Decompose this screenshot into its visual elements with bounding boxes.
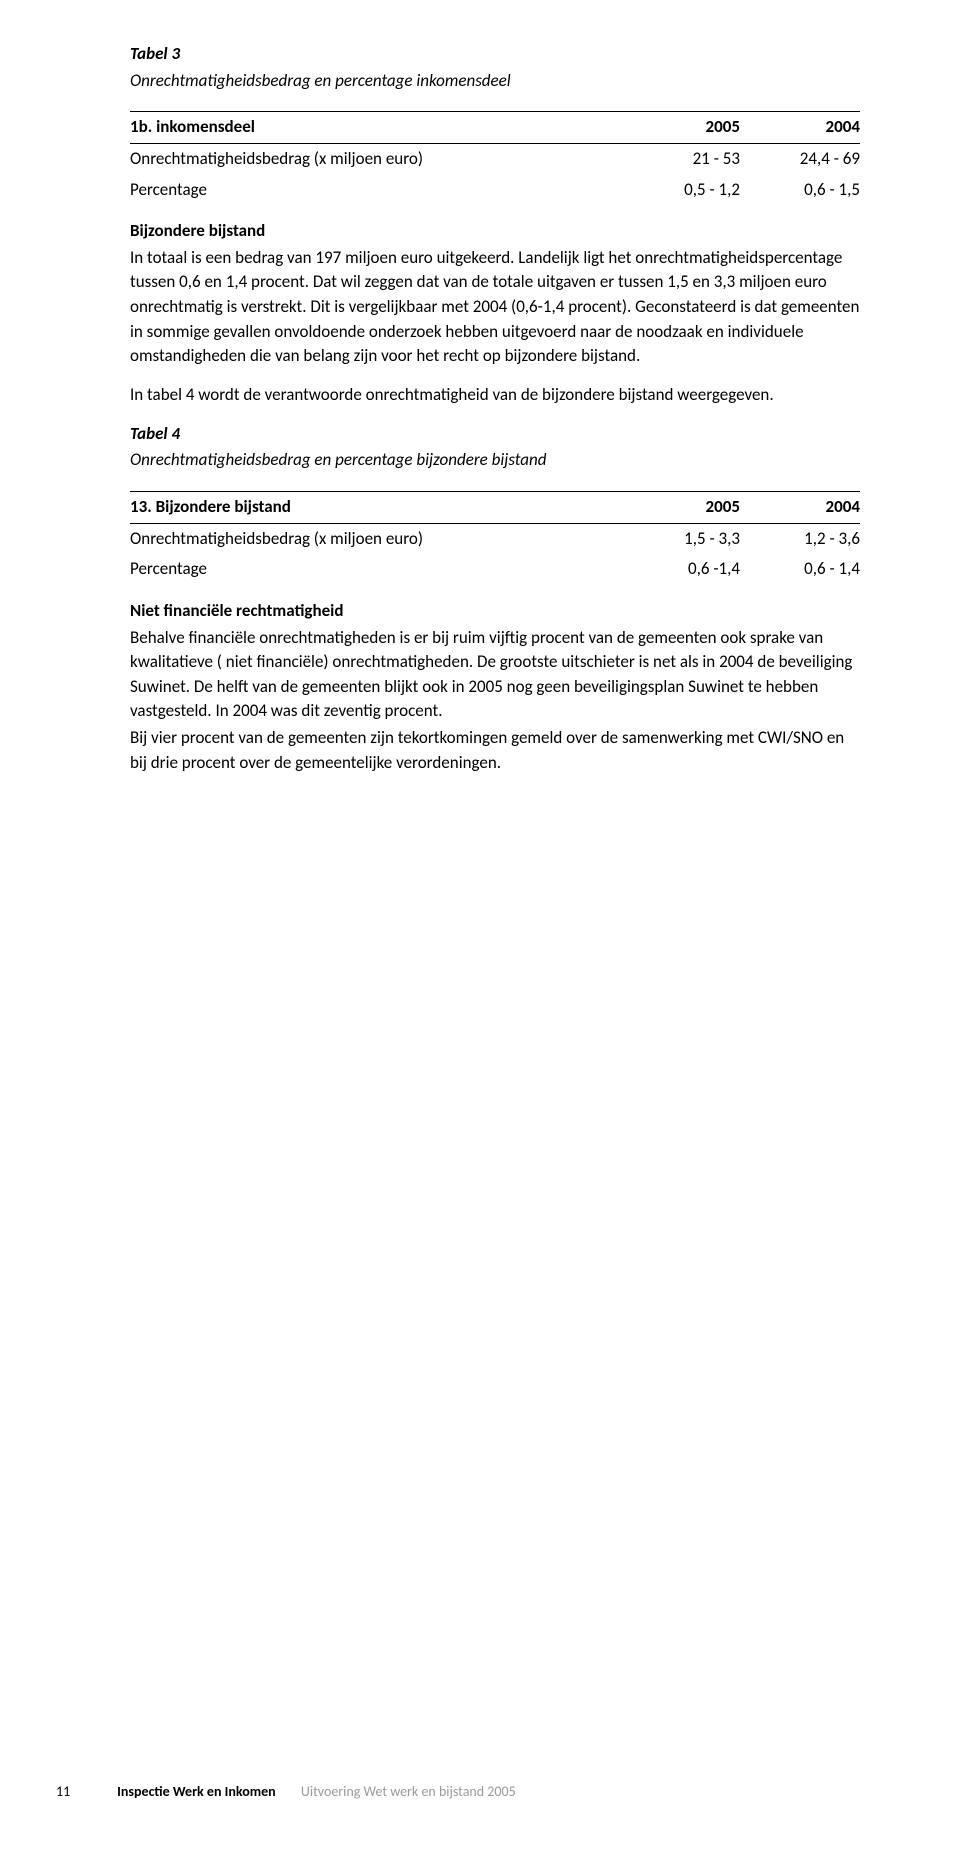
page-number: 11 [56, 1782, 114, 1802]
table-header-2005: 2005 [620, 112, 740, 143]
table-cell-2004: 0,6 - 1,5 [740, 175, 860, 206]
table-cell-2004: 0,6 - 1,4 [740, 554, 860, 585]
table-cell-2005: 1,5 - 3,3 [620, 524, 740, 555]
table-cell-2005: 0,5 - 1,2 [620, 175, 740, 206]
tabel4-title: Tabel 4 [130, 422, 860, 447]
table-header-2004: 2004 [740, 492, 860, 523]
table-header-label: 1b. inkomensdeel [130, 112, 620, 143]
footer-org: Inspectie Werk en Inkomen [117, 1783, 276, 1800]
table-cell-2004: 24,4 - 69 [740, 144, 860, 175]
table-header-row: 13. Bijzondere bijstand 2005 2004 [130, 492, 860, 523]
table-cell-label: Percentage [130, 554, 620, 585]
table-cell-label: Onrechtmatigheidsbedrag (x miljoen euro) [130, 524, 620, 555]
heading-niet-financiele: Niet financiële rechtmatigheid [130, 599, 860, 624]
table-cell-2005: 0,6 -1,4 [620, 554, 740, 585]
tabel3-subtitle: Onrechtmatigheidsbedrag en percentage in… [130, 69, 860, 94]
tabel3: 1b. inkomensdeel 2005 2004 Onrechtmatigh… [130, 111, 860, 205]
table-cell-label: Percentage [130, 175, 620, 206]
table-header-label: 13. Bijzondere bijstand [130, 492, 620, 523]
body-paragraph-2: In tabel 4 wordt de verantwoorde onrecht… [130, 383, 860, 408]
body-paragraph-1: In totaal is een bedrag van 197 miljoen … [130, 246, 860, 369]
table-row: Onrechtmatigheidsbedrag (x miljoen euro)… [130, 144, 860, 175]
heading-bijzondere-bijstand: Bijzondere bijstand [130, 219, 860, 244]
table-cell-label: Onrechtmatigheidsbedrag (x miljoen euro) [130, 144, 620, 175]
table-header-row: 1b. inkomensdeel 2005 2004 [130, 112, 860, 143]
table-row: Percentage 0,6 -1,4 0,6 - 1,4 [130, 554, 860, 585]
table-row: Onrechtmatigheidsbedrag (x miljoen euro)… [130, 524, 860, 555]
tabel3-title: Tabel 3 [130, 42, 860, 67]
table-row: Percentage 0,5 - 1,2 0,6 - 1,5 [130, 175, 860, 206]
tabel4-subtitle: Onrechtmatigheidsbedrag en percentage bi… [130, 448, 860, 473]
table-cell-2004: 1,2 - 3,6 [740, 524, 860, 555]
page-footer: 11 Inspectie Werk en Inkomen Uitvoering … [0, 1782, 960, 1802]
footer-doc-title: Uitvoering Wet werk en bijstand 2005 [301, 1783, 516, 1800]
table-header-2004: 2004 [740, 112, 860, 143]
tabel4: 13. Bijzondere bijstand 2005 2004 Onrech… [130, 491, 860, 585]
body-paragraph-4: Bij vier procent van de gemeenten zijn t… [130, 726, 860, 775]
table-header-2005: 2005 [620, 492, 740, 523]
body-paragraph-3: Behalve financiële onrechtmatigheden is … [130, 626, 860, 725]
table-cell-2005: 21 - 53 [620, 144, 740, 175]
